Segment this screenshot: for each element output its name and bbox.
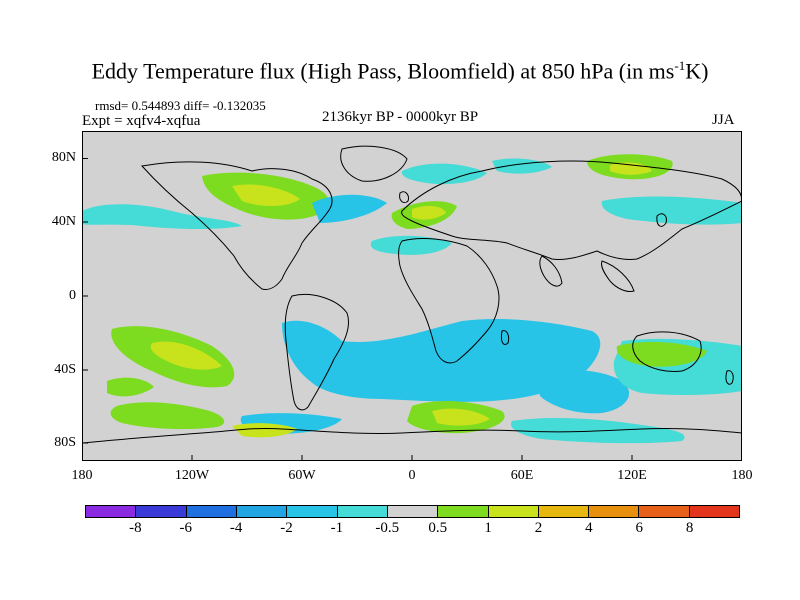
- australia-coast: [632, 331, 702, 372]
- colorbar-label: 8: [685, 520, 694, 536]
- colorbar-label: 0.5: [428, 520, 448, 536]
- india-coast: [539, 255, 563, 287]
- colorbar-label: -4: [229, 520, 243, 536]
- y-tick-label: 80S: [54, 435, 76, 450]
- colorbar-swatch: [639, 506, 690, 517]
- colorbar-swatch: [387, 506, 439, 517]
- colorbar-label: 4: [585, 520, 593, 536]
- colorbar-swatch: [337, 506, 388, 517]
- title-superscript: -1: [674, 58, 686, 73]
- anomaly-neg-nw-atlantic: [312, 194, 387, 223]
- colorbar: [85, 505, 740, 518]
- anomaly-pos-n-america-core: [232, 184, 300, 206]
- se-asia-coast: [601, 260, 635, 292]
- anomaly-pos-europe-core: [412, 206, 446, 220]
- colorbar-label: -6: [179, 520, 193, 536]
- colorbar-label: 1: [484, 520, 492, 536]
- map-frame: [82, 131, 742, 461]
- anomaly-pos-s-pacific-core: [150, 341, 222, 370]
- colorbar-swatch: [538, 506, 590, 517]
- anomaly-neg-mediterranean: [370, 235, 452, 255]
- colorbar-swatch: [488, 506, 539, 517]
- x-tick-label: 120W: [174, 468, 210, 483]
- stats-label: rmsd= 0.544893 diff= -0.132035: [95, 98, 266, 113]
- coastlines: [82, 145, 742, 444]
- colorbar-label: -2: [280, 520, 293, 536]
- colorbar-swatch: [689, 506, 740, 517]
- south-america-coast: [284, 294, 349, 411]
- new-zealand-coast: [725, 370, 734, 385]
- japan-coast: [656, 213, 667, 227]
- title-main: Eddy Temperature flux (High Pass, Bloomf…: [91, 58, 675, 84]
- x-tick-label: 60E: [510, 468, 534, 483]
- madagascar-coast: [501, 330, 510, 345]
- british-isles-coast: [399, 191, 409, 204]
- anomaly-neg-n-pacific: [82, 204, 242, 230]
- colorbar-swatch: [86, 506, 137, 517]
- x-tick-label: 120E: [617, 468, 647, 483]
- colorbar-swatch: [438, 506, 489, 517]
- africa-coast: [398, 238, 500, 364]
- colorbar-label: 2: [534, 520, 543, 536]
- y-tick-label: 40S: [54, 362, 76, 377]
- period-label: 2136kyr BP - 0000kyr BP: [322, 109, 479, 125]
- anomaly-neg-n-atlantic: [401, 163, 487, 185]
- y-tick-label: 0: [69, 288, 76, 303]
- colorbar-swatch: [186, 506, 237, 517]
- anomaly-pos-antarctic-coast: [110, 402, 225, 430]
- x-tick-label: 60W: [288, 468, 316, 483]
- anomaly-pos-sw-pacific: [107, 377, 154, 397]
- map-plot: [82, 131, 742, 461]
- colorbar-label: -1: [330, 520, 344, 536]
- anomaly-neg-south-indian: [537, 369, 630, 414]
- anomaly-pos-atlantic-south-core: [432, 408, 490, 426]
- colorbar-swatch: [236, 506, 288, 517]
- x-tick-label: 180: [731, 468, 753, 483]
- x-tick-label: 180: [71, 468, 93, 483]
- antarctica-coast: [82, 427, 742, 444]
- anomaly-neg-s-america-atlantic: [282, 319, 601, 402]
- colorbar-swatch: [589, 506, 640, 517]
- colorbar-label: 6: [635, 520, 643, 536]
- anomaly-pos-antarctic-3: [232, 423, 297, 438]
- greenland-coast: [340, 145, 408, 182]
- season-label: JJA: [712, 112, 735, 128]
- title-end: K): [685, 58, 709, 84]
- colorbar-label: -8: [129, 520, 142, 536]
- experiment-label: Expt = xqfv4-xqfua: [82, 113, 201, 129]
- europe-asia-coast: [401, 160, 742, 260]
- north-america-coast: [141, 161, 333, 290]
- colorbar-label: -0.5: [375, 520, 400, 536]
- x-tick-label: 0: [408, 468, 416, 483]
- y-tick-label: 40N: [51, 214, 76, 229]
- colorbar-swatch: [287, 506, 338, 517]
- y-tick-label: 80N: [51, 150, 76, 165]
- chart-title: Eddy Temperature flux (High Pass, Bloomf…: [0, 58, 800, 84]
- colorbar-swatch: [136, 506, 187, 517]
